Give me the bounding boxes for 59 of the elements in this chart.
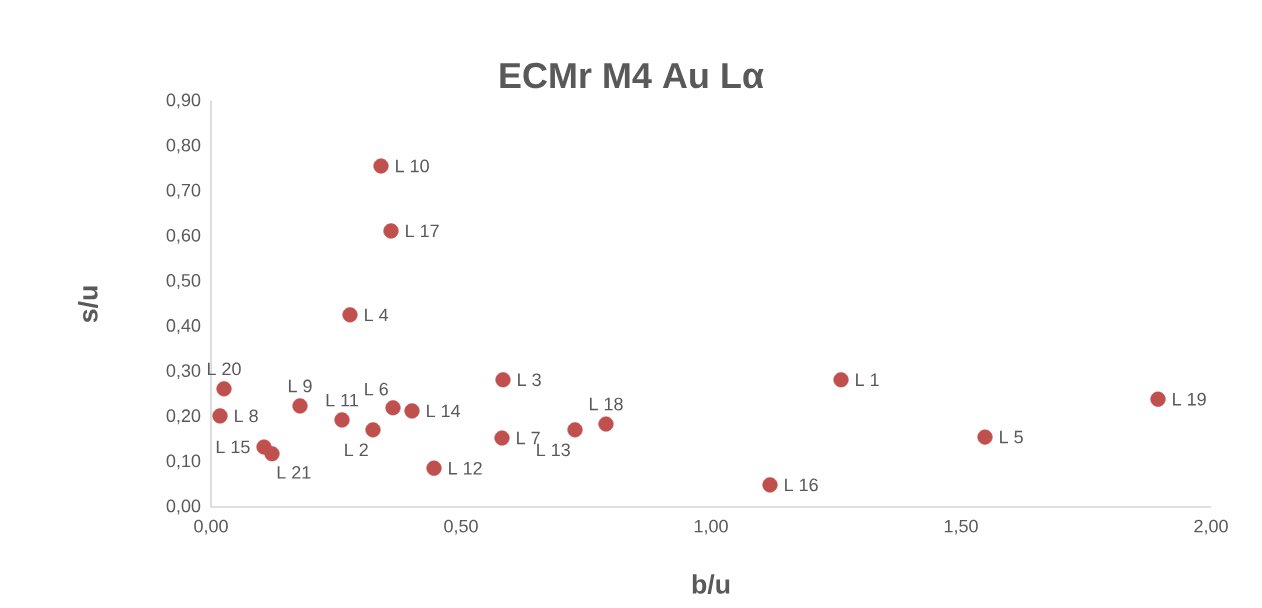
point: [567, 422, 583, 438]
point: [762, 477, 778, 493]
annotation: L 5: [1000, 430, 1023, 444]
point: [342, 307, 358, 323]
y-tick-label: 0,40: [166, 319, 201, 334]
point: [598, 416, 614, 432]
annotation: L 4: [365, 308, 389, 322]
annotation: L 2: [345, 443, 368, 457]
x-tick-label: 1,00: [694, 519, 728, 535]
annotation: L 10: [396, 159, 429, 173]
y-tick-label: 0,10: [166, 454, 201, 470]
point: [404, 403, 420, 419]
y-axis-title: s/u: [78, 286, 98, 323]
y-tick-label: 0,20: [166, 409, 201, 425]
point: [1150, 391, 1166, 407]
y-tick-label: 0,00: [166, 499, 201, 515]
point: [495, 372, 511, 388]
point: [833, 372, 849, 388]
point: [494, 430, 510, 446]
y-tick-label: 0,50: [166, 274, 201, 289]
point: [385, 400, 401, 416]
x-tick-label: 1,50: [944, 519, 978, 535]
annotation: L 19: [1173, 392, 1206, 406]
annotation: L 21: [277, 466, 311, 479]
annotation: L 16: [785, 478, 818, 492]
annotation: L 14: [427, 404, 461, 418]
annotation: L 18: [589, 397, 623, 411]
annotation: L 3: [518, 373, 541, 387]
point: [212, 408, 228, 424]
y-tick-label: 0,80: [166, 138, 201, 154]
point: [216, 381, 232, 397]
point: [292, 398, 308, 414]
point: [334, 412, 350, 428]
y-tick-label: 0,70: [166, 183, 201, 199]
y-tick-label: 0,30: [166, 364, 201, 380]
point: [426, 460, 442, 476]
x-axis-title: b/u: [692, 574, 730, 595]
y-tick-label: 0,60: [166, 228, 201, 244]
annotation: L 7: [517, 431, 540, 445]
point: [977, 429, 993, 445]
annotation: L 15: [216, 440, 250, 454]
chart-title: ECMr M4 Au Lα: [500, 62, 764, 89]
point: [365, 422, 381, 438]
annotation: L 20: [207, 362, 241, 376]
x-tick-label: 0,50: [444, 519, 478, 535]
annotation: L 13: [537, 443, 570, 457]
annotation: L 17: [406, 224, 439, 238]
annotation: L 6: [365, 382, 388, 396]
annotation: L 9: [288, 379, 312, 393]
point: [373, 158, 389, 174]
annotation: L 12: [449, 461, 482, 475]
x-tick-label: 0,00: [194, 519, 228, 535]
annotation: L 8: [235, 409, 258, 423]
annotation: L 1: [856, 373, 879, 386]
y-tick-label: 0,90: [166, 93, 201, 109]
point: [264, 446, 280, 462]
point: [383, 223, 399, 239]
x-tick-label: 2,00: [1194, 519, 1228, 535]
annotation: L 11: [326, 393, 358, 407]
